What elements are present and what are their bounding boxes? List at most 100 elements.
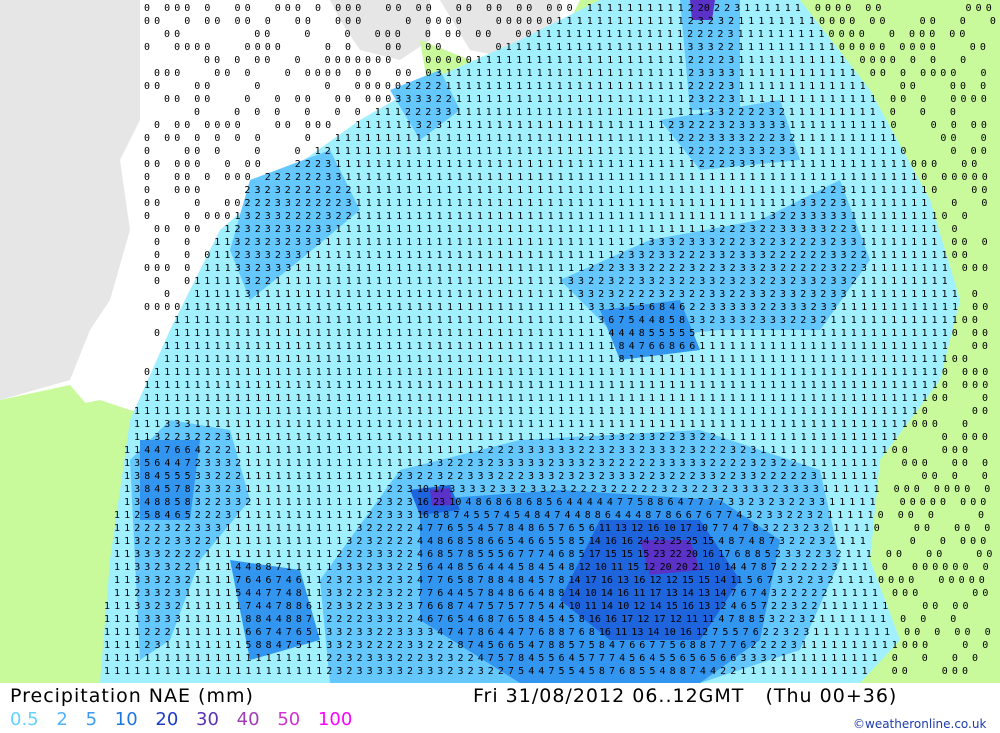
grid-value: 0 [962,380,968,391]
grid-value: 1 [306,588,312,599]
grid-value: 4 [660,666,666,677]
grid-value: 1 [477,406,483,417]
grid-value: 15 [702,536,714,547]
grid-value: 1 [809,94,815,105]
grid-value: 1 [184,328,190,339]
grid-value: 1 [447,367,453,378]
grid-value: 1 [528,367,534,378]
grid-value: 2 [346,575,352,586]
grid-value: 1 [730,328,736,339]
grid-value: 0 [922,601,928,612]
grid-value: 1 [124,549,130,560]
grid-value: 3 [387,562,393,573]
grid-value: 7 [708,497,714,508]
grid-value: 1 [276,445,282,456]
grid-value: 4 [245,562,251,573]
grid-value: 3 [739,159,745,170]
grid-value: 1 [427,393,433,404]
grid-value: 1 [245,328,251,339]
grid-value: 8 [619,354,625,365]
grid-value: 1 [881,237,887,248]
grid-value: 0 [896,549,902,560]
grid-value: 1 [316,328,322,339]
grid-value: 1 [811,445,817,456]
grid-value: 1 [507,146,513,157]
grid-value: 0 [920,107,926,118]
grid-value: 0 [234,198,240,209]
grid-value: 8 [599,640,605,651]
grid-value: 2 [598,263,604,274]
grid-value: 1 [780,380,786,391]
grid-value: 12 [666,575,678,586]
grid-value: 1 [446,68,452,79]
grid-value: 7 [306,614,312,625]
grid-value: 3 [718,16,724,27]
grid-value: 1 [637,81,643,92]
grid-value: 3 [810,211,816,222]
grid-value: 1 [235,523,241,534]
grid-value: 1 [507,211,513,222]
grid-value: 0 [315,68,321,79]
grid-value: 1 [467,302,473,313]
grid-value: 1 [556,42,562,53]
grid-value: 1 [637,107,643,118]
grid-value: 1 [527,224,533,235]
grid-value: 1 [629,419,635,430]
grid-value: 1 [114,562,120,573]
grid-value: 1 [486,146,492,157]
grid-value: 1 [780,393,786,404]
grid-value: 3 [377,653,383,664]
grid-value: 3 [407,601,413,612]
grid-value: 1 [709,341,715,352]
grid-value: 1 [609,393,615,404]
grid-value: 2 [345,185,351,196]
grid-value: 1 [811,666,817,677]
grid-value: 1 [558,185,564,196]
grid-value: 7 [245,601,251,612]
grid-value: 3 [346,562,352,573]
grid-value: 0 [985,627,991,638]
grid-value: 2 [790,263,796,274]
grid-value: 24 [637,536,649,547]
grid-value: 6 [753,627,759,638]
grid-value: 16 [617,588,629,599]
grid-value: 1 [811,393,817,404]
grid-value: 1 [616,29,622,40]
grid-value: 2 [830,237,836,248]
grid-value: 3 [730,276,736,287]
grid-value: 3 [478,458,484,469]
grid-value: 1 [406,146,412,157]
grid-value: 1 [770,341,776,352]
grid-value: 1 [306,393,312,404]
grid-value: 1 [457,432,463,443]
grid-value: 1 [558,276,564,287]
grid-value: 1 [558,250,564,261]
grid-value: 1 [942,263,948,274]
grid-value: 0 [235,133,241,144]
grid-value: 1 [225,263,231,274]
grid-value: 1 [235,406,241,417]
grid-value: 1 [295,276,301,287]
grid-value: 6 [619,666,625,677]
grid-value: 1 [902,393,908,404]
grid-value: 1 [548,172,554,183]
grid-value: 1 [476,133,482,144]
grid-value: 0 [888,575,894,586]
grid-value: 2 [588,263,594,274]
grid-value: 1 [446,185,452,196]
weatheronline-link[interactable]: ©weatheronline.co.uk [853,717,986,731]
grid-value: 1 [407,445,413,456]
grid-value: 1 [770,445,776,456]
grid-value: 1 [607,68,613,79]
grid-value: 0 [930,68,936,79]
grid-value: 4 [558,562,564,573]
grid-value: 1 [427,419,433,430]
grid-value: 1 [588,250,594,261]
grid-value: 1 [276,497,282,508]
grid-value: 1 [779,55,785,66]
grid-value: 1 [729,211,735,222]
grid-value: 1 [356,237,362,248]
grid-value: 0 [154,250,160,261]
grid-value: 1 [265,458,271,469]
grid-value: 1 [275,393,281,404]
